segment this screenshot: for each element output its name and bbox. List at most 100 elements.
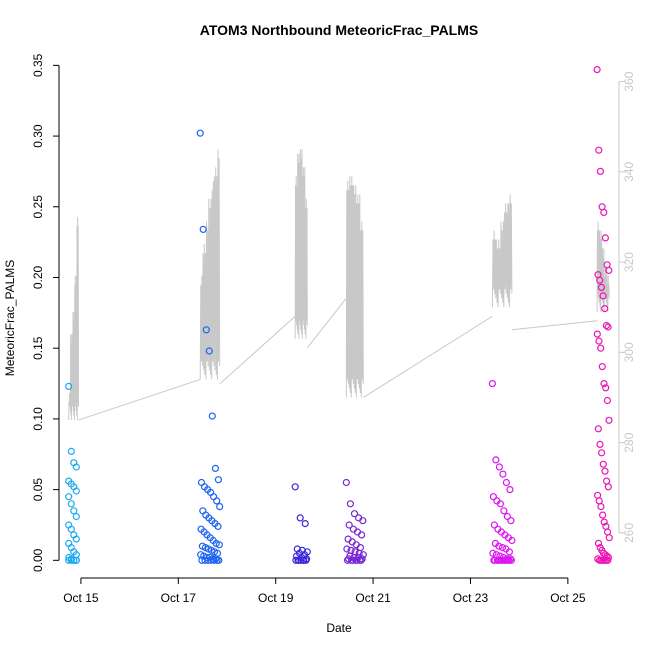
data-point <box>597 449 606 457</box>
y-right-tick-label: 320 <box>622 252 636 272</box>
data-point <box>605 534 613 542</box>
data-point <box>496 500 504 508</box>
y-tick-label: 0.10 <box>31 407 45 431</box>
data-point <box>600 208 608 216</box>
data-point <box>350 510 359 518</box>
data-point <box>343 556 352 564</box>
data-point <box>302 556 310 564</box>
data-point <box>214 476 222 484</box>
data-point <box>65 382 73 390</box>
y-tick-label: 0.30 <box>31 124 45 148</box>
data-point <box>601 305 609 313</box>
data-point <box>604 556 612 564</box>
data-point <box>596 276 604 284</box>
data-point <box>213 497 221 505</box>
data-point <box>70 507 78 515</box>
data-point <box>215 541 223 549</box>
data-point <box>72 556 80 564</box>
data-point <box>297 556 305 564</box>
data-point <box>505 548 513 556</box>
trace-connector-3 <box>363 315 493 398</box>
data-point <box>352 556 360 564</box>
data-point <box>205 347 213 355</box>
data-point <box>343 545 351 553</box>
data-point <box>202 326 210 334</box>
data-point <box>197 478 206 487</box>
data-point <box>358 531 366 539</box>
data-point <box>489 549 497 557</box>
data-point <box>70 556 78 564</box>
data-point <box>211 464 219 472</box>
data-point <box>210 556 218 564</box>
y-tick-label: 0.20 <box>31 265 45 289</box>
data-point <box>593 65 601 74</box>
data-point <box>500 507 508 515</box>
trace-flight-5 <box>596 221 610 312</box>
y-right-tick-label: 360 <box>622 71 636 91</box>
data-point <box>348 556 356 564</box>
data-point <box>213 556 221 564</box>
data-point <box>210 493 218 501</box>
data-point <box>346 500 354 508</box>
chart-title: ATOM3 Northbound MeteoricFrac_PALMS <box>200 22 478 38</box>
data-point <box>600 518 608 526</box>
data-point <box>501 556 509 564</box>
data-point <box>599 292 607 300</box>
data-point <box>595 146 603 154</box>
data-point <box>502 478 510 487</box>
data-point <box>594 425 602 433</box>
data-point <box>600 380 608 388</box>
data-point <box>594 539 603 548</box>
x-tick-label: Oct 21 <box>355 591 391 605</box>
trace-connector-1 <box>219 315 296 385</box>
data-point <box>605 266 613 274</box>
trace-flight-0 <box>68 216 79 421</box>
x-tick-label: Oct 19 <box>258 591 294 605</box>
data-point <box>598 511 607 519</box>
y-right-tick-label: 260 <box>622 523 636 543</box>
y-right-tick-label: 300 <box>622 342 636 362</box>
data-point <box>65 556 73 564</box>
data-point <box>603 396 612 405</box>
data-point <box>67 525 75 533</box>
data-point <box>292 556 300 564</box>
data-point <box>506 486 514 494</box>
y-axis-label: MeteoricFrac_PALMS <box>3 260 17 376</box>
x-tick-label: Oct 15 <box>63 591 99 605</box>
data-point <box>508 536 516 545</box>
data-point <box>601 234 610 242</box>
data-point <box>491 556 499 564</box>
x-axis-label: Date <box>326 621 352 635</box>
data-point <box>488 380 496 388</box>
axes: 0.00 0.05 0.10 0.15 0.20 0.25 0.30 0.35 260 280 30… <box>31 53 636 605</box>
secondary-trace <box>68 149 610 421</box>
data-point <box>597 344 605 352</box>
data-point <box>67 447 75 455</box>
y-tick-label: 0.05 <box>31 478 45 502</box>
data-point <box>359 517 367 525</box>
data-point <box>597 503 605 511</box>
x-tick-label: Oct 23 <box>453 591 489 605</box>
data-point <box>356 556 364 564</box>
data-point <box>597 283 606 291</box>
trace-connector-4 <box>511 320 598 331</box>
trace-flight-2 <box>294 149 308 339</box>
data-point <box>505 556 513 564</box>
data-point <box>596 167 605 175</box>
x-tick-label: Oct 17 <box>161 591 197 605</box>
data-point <box>72 487 80 495</box>
trace-flight-4 <box>491 194 513 308</box>
data-point <box>507 517 515 525</box>
data-point <box>604 483 612 491</box>
data-point <box>602 384 610 392</box>
data-point <box>605 416 613 424</box>
data-point <box>489 493 497 501</box>
data-point <box>593 330 601 338</box>
data-point <box>301 519 309 528</box>
data-point <box>67 500 75 508</box>
trace-connector-0 <box>78 378 201 421</box>
data-point <box>498 556 506 564</box>
data-point <box>291 483 299 491</box>
y-tick-label: 0.35 <box>31 53 45 77</box>
